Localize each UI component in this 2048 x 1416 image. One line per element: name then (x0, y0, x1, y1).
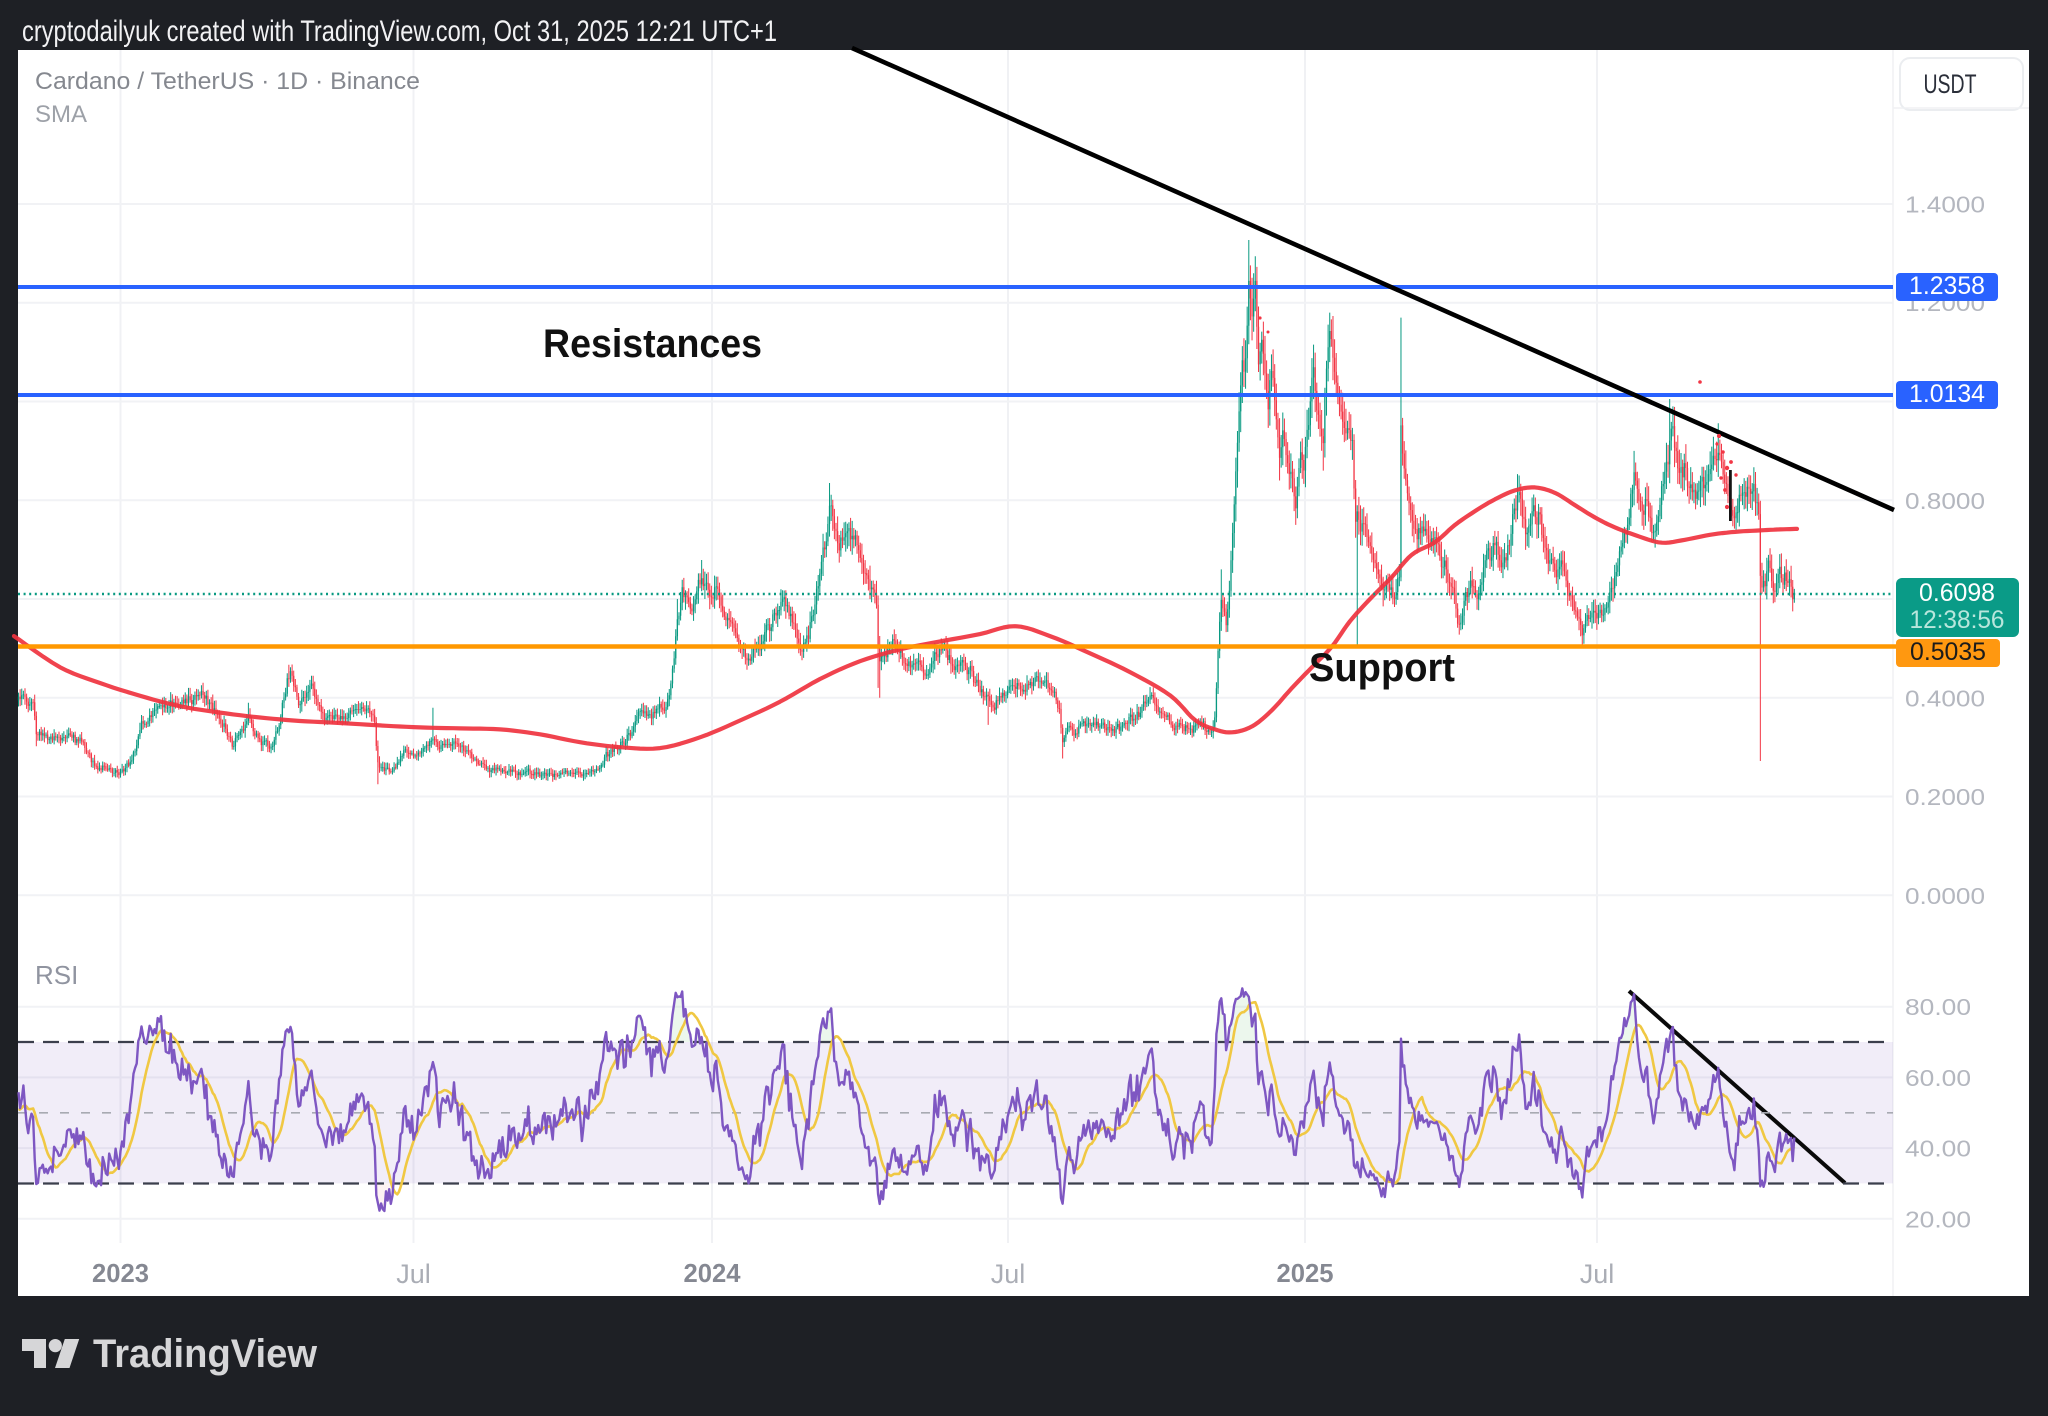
svg-text:Support: Support (1309, 646, 1455, 690)
svg-text:2023: 2023 (92, 1258, 149, 1288)
svg-text:Jul: Jul (396, 1259, 431, 1289)
svg-text:Jul: Jul (991, 1259, 1026, 1289)
svg-text:12:38:56: 12:38:56 (1910, 606, 2005, 634)
svg-text:Cardano / TetherUS · 1D · Bina: Cardano / TetherUS · 1D · Binance (35, 68, 420, 95)
svg-text:TradingView: TradingView (93, 1332, 318, 1376)
svg-text:0.4000: 0.4000 (1905, 685, 1985, 711)
svg-text:Resistances: Resistances (543, 322, 762, 366)
svg-text:0.6098: 0.6098 (1919, 579, 1995, 607)
svg-text:2024: 2024 (684, 1258, 742, 1288)
svg-text:1.2358: 1.2358 (1909, 272, 1985, 300)
svg-text:RSI: RSI (35, 960, 78, 990)
svg-text:60.00: 60.00 (1905, 1065, 1971, 1091)
svg-text:40.00: 40.00 (1905, 1136, 1971, 1162)
svg-text:SMA: SMA (35, 101, 87, 128)
svg-text:2025: 2025 (1277, 1258, 1334, 1288)
svg-text:0.5035: 0.5035 (1910, 638, 1986, 666)
svg-text:80.00: 80.00 (1905, 994, 1971, 1020)
svg-text:0.2000: 0.2000 (1905, 784, 1985, 810)
svg-text:0.8000: 0.8000 (1905, 488, 1985, 514)
svg-text:cryptodailyuk created with Tra: cryptodailyuk created with TradingView.c… (22, 15, 777, 48)
svg-text:0.0000: 0.0000 (1905, 883, 1985, 909)
svg-text:Jul: Jul (1580, 1259, 1615, 1289)
svg-text:1.4000: 1.4000 (1905, 191, 1985, 217)
svg-text:20.00: 20.00 (1905, 1206, 1971, 1232)
svg-text:USDT: USDT (1924, 69, 1977, 99)
svg-text:1.0134: 1.0134 (1909, 380, 1985, 408)
